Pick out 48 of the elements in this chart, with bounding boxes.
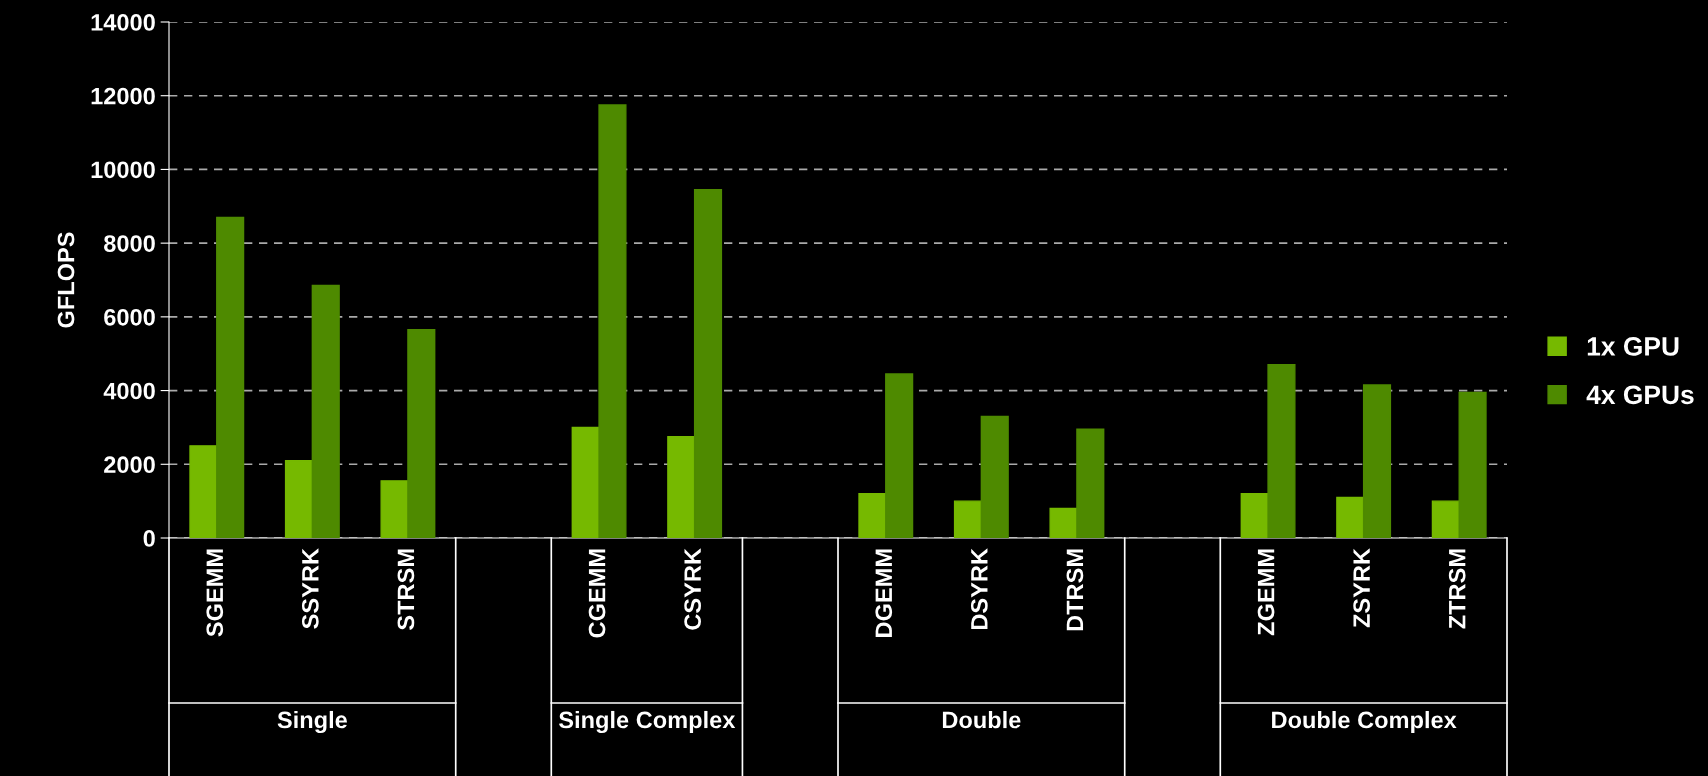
y-tick-label: 2000 bbox=[104, 456, 155, 474]
bar bbox=[1049, 507, 1078, 538]
bar bbox=[216, 216, 245, 538]
text: Double Complex bbox=[1272, 710, 1457, 734]
x-tick-label: DTRSM bbox=[1066, 549, 1084, 631]
bar bbox=[1362, 384, 1392, 538]
bar bbox=[1240, 493, 1269, 538]
x-tick-label: ZTRSM bbox=[1448, 549, 1466, 629]
bar bbox=[1076, 428, 1105, 538]
bar bbox=[953, 500, 983, 538]
bar bbox=[980, 415, 1009, 538]
bar bbox=[311, 284, 340, 538]
bar bbox=[598, 104, 627, 538]
x-tick-label: ZGEMM bbox=[1257, 549, 1275, 636]
bar bbox=[380, 480, 409, 538]
bar bbox=[284, 459, 314, 538]
bar bbox=[858, 493, 887, 538]
x-tick-label: CSYRK bbox=[684, 548, 701, 630]
x-tick-label: SGEMM bbox=[206, 549, 224, 637]
y-tick-label: 12000 bbox=[91, 87, 155, 105]
y-tick-label: 4000 bbox=[103, 382, 155, 400]
bar bbox=[1336, 496, 1365, 538]
x-tick-label: STRSM bbox=[397, 549, 415, 630]
text: Single bbox=[277, 710, 347, 734]
bar bbox=[1431, 500, 1460, 538]
x-tick-label: SSYRK bbox=[301, 548, 319, 629]
x-tick-label: CGEMM bbox=[588, 549, 606, 638]
x-tick-label: DSYRK bbox=[970, 548, 988, 630]
legend-label: 1x GPU bbox=[1587, 337, 1679, 356]
bar bbox=[407, 329, 436, 538]
bar bbox=[1267, 364, 1296, 538]
bar bbox=[885, 373, 914, 538]
text: Single Complex bbox=[558, 710, 736, 734]
bar bbox=[1458, 391, 1487, 538]
y-tick-label: 10000 bbox=[91, 161, 155, 179]
bar bbox=[189, 445, 218, 538]
bar bbox=[571, 426, 600, 538]
x-tick-label: DGEMM bbox=[875, 549, 893, 637]
y-tick-label: 14000 bbox=[91, 14, 155, 31]
legend-label: 4x GPUs bbox=[1586, 385, 1694, 405]
y-tick-label: 6000 bbox=[104, 308, 155, 326]
y-tick-label: 0 bbox=[143, 530, 155, 547]
text: Double bbox=[942, 710, 1021, 729]
bar bbox=[667, 435, 696, 538]
y-axis-title: GFLOPS bbox=[57, 232, 75, 328]
x-tick-label: ZSYRK bbox=[1353, 548, 1370, 628]
bar bbox=[693, 189, 723, 538]
y-tick-label: 8000 bbox=[104, 235, 155, 252]
